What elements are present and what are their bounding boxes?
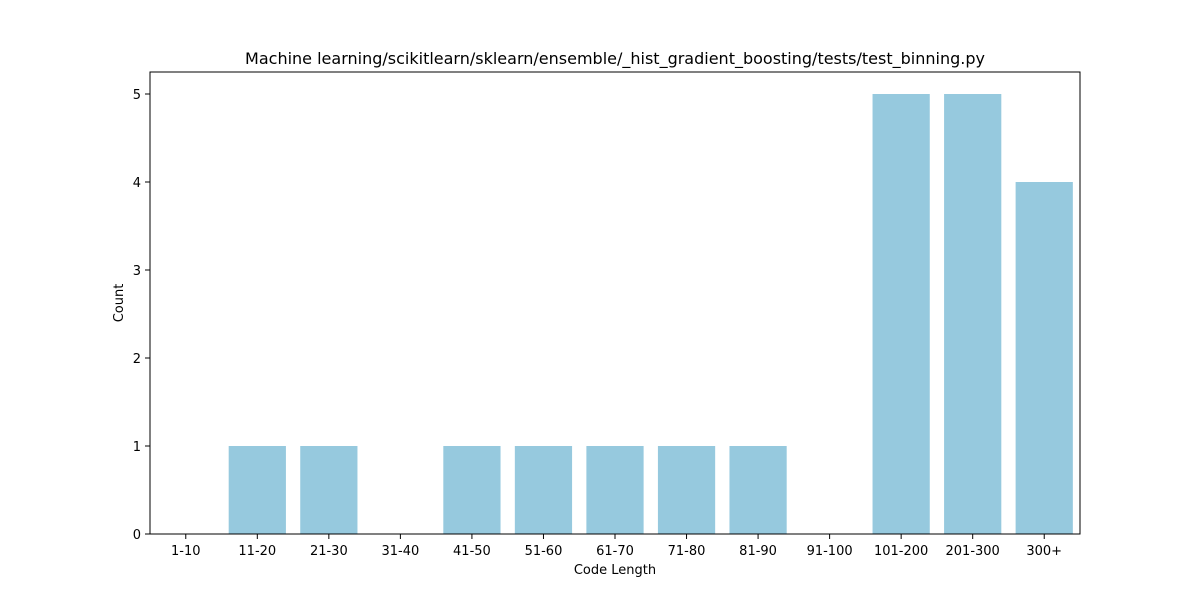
bar-300+ — [1015, 182, 1073, 534]
bar-51-60 — [514, 446, 573, 534]
bar-81-90 — [729, 446, 787, 534]
bar-61-70 — [586, 446, 644, 534]
x-tick-label: 101-200 — [874, 544, 928, 559]
bar-41-50 — [443, 446, 501, 534]
x-axis-label: Code Length — [574, 563, 656, 578]
x-tick-label: 71-80 — [668, 544, 706, 559]
x-tick-label: 31-40 — [381, 544, 419, 559]
plot-frame — [149, 71, 1081, 535]
y-tick-label: 2 — [133, 352, 141, 367]
bar-201-300 — [944, 94, 1002, 534]
x-tick-label: 91-100 — [807, 544, 853, 559]
chart-title: Machine learning/scikitlearn/sklearn/ens… — [245, 49, 985, 69]
bar-21-30 — [300, 446, 358, 534]
y-axis-label: Count — [112, 284, 127, 323]
bar-101-200 — [872, 94, 930, 534]
y-tick-label: 4 — [133, 176, 141, 191]
x-axis: 1-10 11-20 21-30 31-40 41-50 51-60 61-70 71-80 8… — [171, 534, 1062, 559]
y-tick-label: 3 — [133, 264, 141, 279]
x-tick-label: 1-10 — [171, 544, 201, 559]
bars-group — [228, 94, 1073, 534]
x-tick-label: 11-20 — [238, 544, 276, 559]
x-tick-label: 41-50 — [453, 544, 491, 559]
bar-71-80 — [657, 446, 716, 534]
x-tick-label: 61-70 — [596, 544, 634, 559]
y-axis: 0 1 2 3 4 5 — [133, 88, 150, 543]
y-tick-label: 0 — [133, 528, 141, 543]
x-tick-label: 21-30 — [310, 544, 348, 559]
x-tick-label: 300+ — [1026, 544, 1062, 559]
bar-11-20 — [228, 446, 286, 534]
x-tick-label: 201-300 — [946, 544, 1000, 559]
x-tick-label: 81-90 — [739, 544, 777, 559]
x-tick-label: 51-60 — [525, 544, 563, 559]
y-tick-label: 5 — [133, 88, 141, 103]
y-tick-label: 1 — [133, 440, 141, 455]
